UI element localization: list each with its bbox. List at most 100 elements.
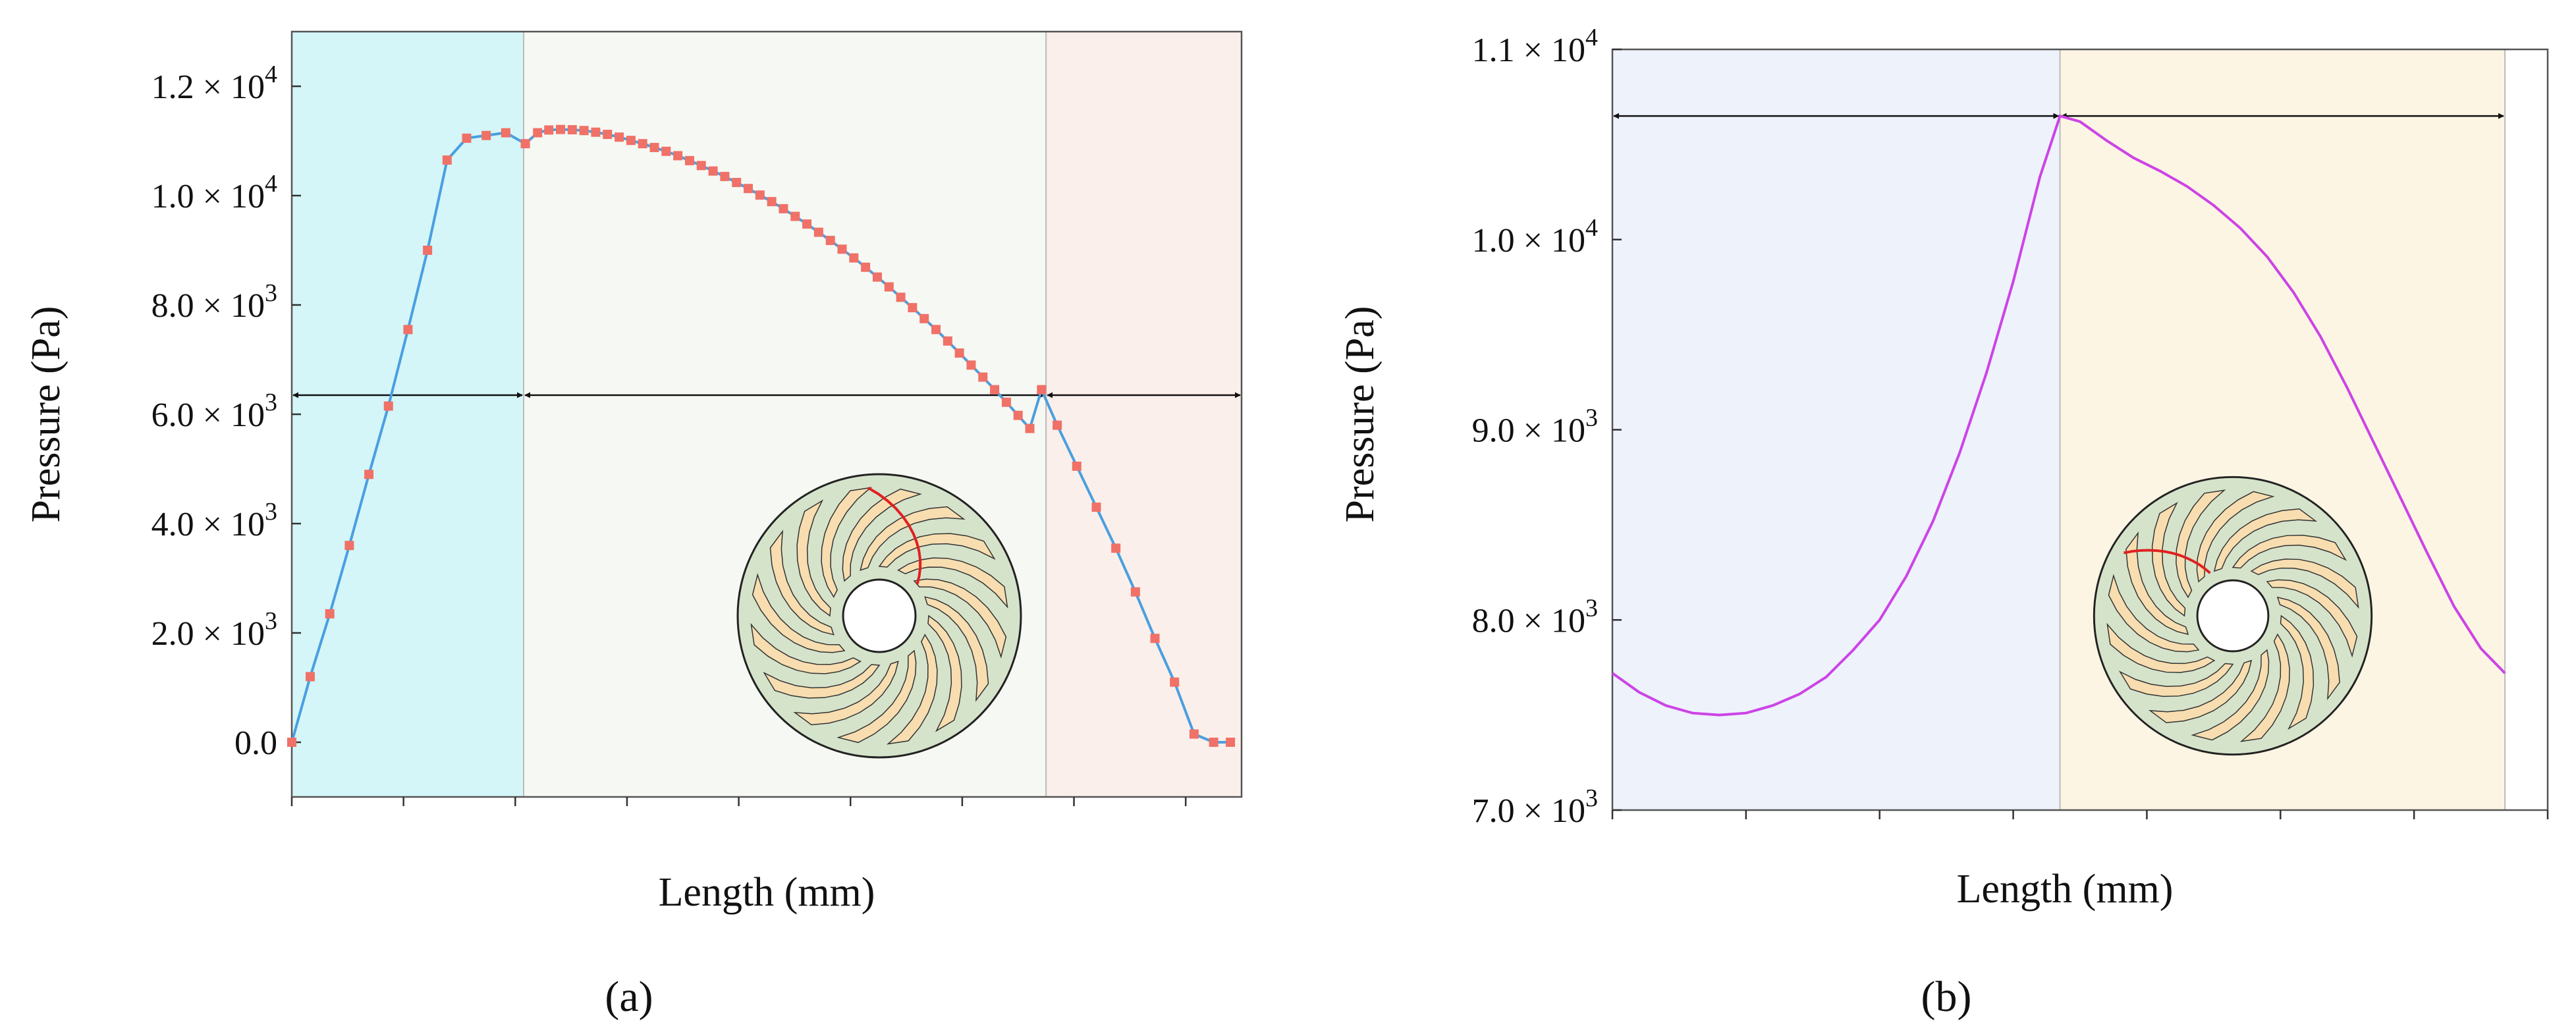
data-point (1226, 738, 1236, 747)
disk-hole-icon (2196, 579, 2270, 653)
data-point (626, 136, 636, 146)
data-point (744, 184, 754, 194)
data-point (344, 541, 354, 551)
spiral-groove-icon (2213, 508, 2318, 572)
data-point (696, 161, 706, 171)
data-point (649, 142, 659, 152)
data-point (931, 325, 941, 335)
data-point (1091, 503, 1101, 512)
spiral-groove-icon (897, 557, 1008, 609)
panel-a-series (287, 124, 1236, 747)
panel-b-label: (b) (1921, 973, 1972, 1021)
spiral-groove-icon (752, 573, 846, 653)
data-point (954, 348, 964, 358)
data-point (591, 127, 601, 137)
spiral-groove-icon (924, 596, 989, 702)
spiral-groove-icon (2106, 622, 2216, 673)
spiral-groove-icon (913, 578, 1007, 659)
data-point (661, 146, 671, 156)
data-point (325, 609, 335, 618)
evaluation-path-icon (867, 486, 922, 585)
panel-b-regions (1612, 49, 2506, 810)
data-point (364, 470, 374, 479)
data-point (684, 155, 694, 165)
data-point (579, 126, 589, 136)
spiral-groove-icon (2232, 534, 2347, 569)
y-tick-label: 1.2 × 104 (151, 61, 277, 106)
y-tick-label: 4.0 × 103 (151, 498, 277, 543)
data-point (825, 236, 835, 246)
spiral-groove-icon (796, 499, 831, 617)
spiral-groove-icon (2108, 574, 2200, 653)
data-point (767, 197, 777, 207)
y-tick-label: 1.0 × 104 (151, 170, 277, 215)
data-point (896, 292, 906, 302)
data-point (884, 282, 894, 292)
panel-a-label: (a) (605, 973, 653, 1021)
data-point (1037, 385, 1047, 395)
region-1-band (292, 32, 524, 797)
data-point (442, 155, 452, 165)
data-point (861, 262, 871, 272)
y-tick-label: 1.1 × 104 (1472, 24, 1598, 69)
spiral-groove-icon (836, 649, 917, 744)
data-point (1150, 634, 1160, 643)
data-point (1072, 461, 1082, 471)
spiral-groove-icon (2266, 579, 2358, 658)
panel-a-chart: 0.0 2.0 × 103 4.0 × 103 6.0 × 103 8.0 × 103 1… (24, 30, 1243, 1021)
data-point (501, 128, 510, 138)
panel-b-series (1611, 114, 2506, 717)
spiral-groove-icon (927, 614, 962, 732)
data-point (708, 166, 718, 176)
data-point (533, 128, 543, 138)
evaluation-path-icon (2124, 549, 2211, 574)
data-point (872, 272, 882, 282)
data-point (732, 178, 742, 188)
data-point (481, 130, 491, 140)
spiral-groove-icon (2118, 663, 2234, 697)
data-point (1130, 587, 1140, 597)
data-point (520, 139, 530, 149)
data-point (990, 385, 1000, 395)
data-point (1111, 543, 1121, 553)
spiral-groove-icon (769, 530, 835, 636)
spiral-groove-icon (2196, 491, 2275, 583)
panel-a-spiral-disk-icon (736, 473, 1022, 759)
data-point (813, 227, 823, 237)
data-point (305, 672, 315, 682)
spiral-groove-icon (2148, 659, 2253, 723)
data-point (837, 244, 847, 254)
series-line (1611, 114, 2506, 717)
y-tick-label: 0.0 (234, 724, 277, 762)
spiral-groove-icon (878, 533, 996, 568)
y-tick-label: 7.0 × 103 (1472, 784, 1598, 830)
data-point (755, 190, 765, 200)
data-point (1025, 423, 1035, 433)
y-tick-label: 1.0 × 104 (1472, 214, 1598, 259)
y-tick-label: 8.0 × 103 (1472, 594, 1598, 640)
data-point (383, 401, 393, 411)
panel-a-x-ticks (290, 797, 1187, 806)
data-point (790, 211, 800, 221)
spiral-groove-icon (2239, 633, 2290, 742)
spiral-groove-icon (2151, 501, 2186, 617)
panel-a-y-ticks: 0.0 2.0 × 103 4.0 × 103 6.0 × 103 8.0 × 103 1… (151, 61, 301, 762)
panel-b-y-ticks: 7.0 × 103 8.0 × 103 9.0 × 103 1.0 × 104 1.1 … (1472, 24, 1622, 830)
spiral-groove-icon (2191, 649, 2270, 741)
panel-a-x-axis-label: Length (mm) (659, 870, 875, 915)
data-point (1053, 420, 1062, 430)
data-point (1189, 729, 1199, 739)
data-point (1209, 738, 1219, 747)
data-point (802, 219, 812, 229)
spiral-groove-icon (2276, 596, 2340, 701)
panel-a-regions (292, 32, 1242, 797)
panel-a-y-axis-label: Pressure (Pa) (24, 306, 69, 523)
panel-b-y-axis-label: Pressure (Pa) (1338, 306, 1383, 523)
data-point (1170, 677, 1180, 687)
data-point (638, 139, 647, 149)
spiral-groove-icon (2125, 531, 2189, 636)
y-tick-label: 9.0 × 103 (1472, 404, 1598, 450)
data-point (462, 133, 472, 143)
spiral-groove-icon (763, 664, 881, 699)
y-tick-label: 8.0 × 103 (151, 279, 277, 325)
